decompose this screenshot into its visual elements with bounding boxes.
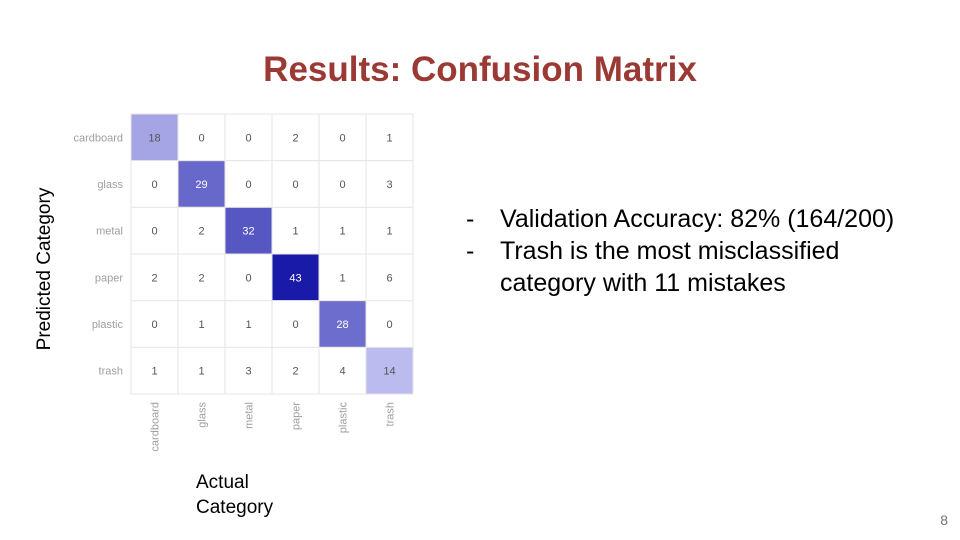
- matrix-cell: [365, 253, 414, 302]
- matrix-cell: [177, 160, 226, 208]
- matrix-cell: [130, 300, 179, 348]
- matrix-cell: [224, 160, 273, 208]
- matrix-cell: [224, 253, 273, 302]
- y-tick-label: metal: [96, 226, 123, 238]
- matrix-cell: [224, 206, 273, 255]
- x-tick-label: paper: [291, 402, 303, 430]
- cell-value: 1: [339, 226, 345, 238]
- matrix-cell: [271, 160, 320, 208]
- x-tick-label: cardboard: [150, 402, 162, 452]
- cell-value: 29: [195, 179, 207, 191]
- cell-value: 1: [198, 319, 204, 331]
- matrix-cell: [177, 300, 226, 348]
- cell-value: 2: [198, 272, 204, 284]
- cell-value: 18: [148, 132, 160, 144]
- x-tick-label: trash: [385, 402, 397, 426]
- cell-value: 0: [292, 179, 298, 191]
- x-axis-label: Actual Category: [196, 470, 273, 520]
- matrix-cell: [130, 346, 179, 395]
- cell-value: 2: [292, 366, 298, 378]
- matrix-cell: [318, 346, 367, 395]
- cell-value: 0: [245, 179, 251, 191]
- matrix-cell: [318, 300, 367, 348]
- cell-value: 28: [336, 319, 348, 331]
- cell-value: 43: [289, 272, 301, 284]
- matrix-cell: [318, 206, 367, 255]
- cell-value: 1: [339, 272, 345, 284]
- x-axis-label-line: Actual: [196, 472, 249, 493]
- matrix-cell: [130, 206, 179, 255]
- cell-value: 2: [198, 226, 204, 238]
- cell-value: 1: [386, 226, 392, 238]
- matrix-cell: [365, 206, 414, 255]
- y-tick-label: paper: [95, 272, 123, 284]
- matrix-cell: [130, 113, 179, 162]
- cell-value: 0: [245, 272, 251, 284]
- confusion-matrix: 18 0 0 2 0 10 29 0 0 0 30 2 32 1 1 12 2 0 43 1 60 1 1 0 28 01 1 3 2 4…: [73, 113, 414, 452]
- matrix-cell: [365, 346, 414, 395]
- cell-value: 1: [386, 132, 392, 144]
- cell-value: 14: [383, 366, 395, 378]
- cell-value: 0: [151, 179, 157, 191]
- matrix-cell: [365, 300, 414, 348]
- cell-value: 0: [292, 319, 298, 331]
- bullet-item: Trash is the most misclassified category…: [466, 235, 926, 299]
- cell-value: 6: [386, 272, 392, 284]
- cell-value: 4: [339, 366, 345, 378]
- matrix-cell: [318, 253, 367, 302]
- y-tick-label: glass: [97, 179, 123, 191]
- matrix-cell: [271, 253, 320, 302]
- slide-title: Results: Confusion Matrix: [263, 50, 697, 89]
- matrix-cell: [224, 113, 273, 162]
- cell-value: 0: [386, 319, 392, 331]
- matrix-cell: [177, 206, 226, 255]
- x-tick-label: glass: [197, 402, 209, 428]
- cell-value: 1: [151, 366, 157, 378]
- cell-value: 2: [292, 132, 298, 144]
- cell-value: 0: [339, 179, 345, 191]
- page-number: 8: [940, 512, 948, 528]
- cell-value: 0: [245, 132, 251, 144]
- cell-value: 3: [245, 366, 251, 378]
- matrix-cell: [271, 206, 320, 255]
- bullet-item: Validation Accuracy: 82% (164/200): [466, 203, 926, 235]
- matrix-cell: [177, 113, 226, 162]
- matrix-cell: [130, 253, 179, 302]
- x-tick-label: plastic: [338, 402, 350, 434]
- cell-value: 3: [386, 179, 392, 191]
- cell-value: 1: [198, 366, 204, 378]
- y-tick-label: plastic: [92, 319, 124, 331]
- matrix-cell: [224, 346, 273, 395]
- cell-value: 0: [339, 132, 345, 144]
- y-tick-label: trash: [99, 366, 123, 378]
- cell-value: 0: [198, 132, 204, 144]
- x-tick-label: metal: [244, 402, 256, 429]
- cell-value: 1: [292, 226, 298, 238]
- results-bullets: Validation Accuracy: 82% (164/200) Trash…: [466, 203, 926, 299]
- cell-value: 0: [151, 226, 157, 238]
- y-tick-label: cardboard: [73, 132, 123, 144]
- cell-value: 1: [245, 319, 251, 331]
- matrix-cell: [365, 160, 414, 208]
- cell-value: 32: [242, 226, 254, 238]
- x-axis-label-line: Category: [196, 497, 274, 518]
- cell-value: 0: [151, 319, 157, 331]
- cell-value: 2: [151, 272, 157, 284]
